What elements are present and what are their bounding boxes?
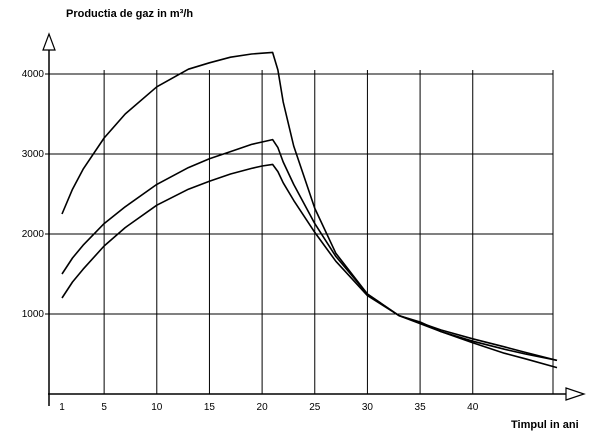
- axes: [42, 32, 586, 406]
- x-tick-label: 10: [151, 402, 163, 413]
- series-line-2: [61, 138, 558, 362]
- series-line-3: [61, 163, 558, 369]
- x-tick-label: 1: [59, 402, 65, 413]
- y-tick-label: 1000: [22, 309, 45, 320]
- y-axis-title: Productia de gaz in m³/h: [66, 8, 194, 20]
- y-axis-arrow: [42, 32, 56, 51]
- x-tick-label: 15: [204, 402, 216, 413]
- x-tick-label: 25: [309, 402, 321, 413]
- series-lines: [61, 51, 558, 369]
- x-axis-title: Timpul in ani: [511, 419, 579, 431]
- x-tick-label: 20: [257, 402, 269, 413]
- x-tick-label: 5: [101, 402, 107, 413]
- x-tick-label: 30: [362, 402, 374, 413]
- grid: [62, 70, 554, 394]
- y-tick-label: 2000: [22, 229, 45, 240]
- y-tick-label: 3000: [22, 149, 45, 160]
- x-tick-label: 35: [415, 402, 427, 413]
- y-tick-label: 4000: [22, 69, 45, 80]
- x-axis-arrow: [565, 387, 586, 401]
- x-tick-label: 40: [467, 402, 479, 413]
